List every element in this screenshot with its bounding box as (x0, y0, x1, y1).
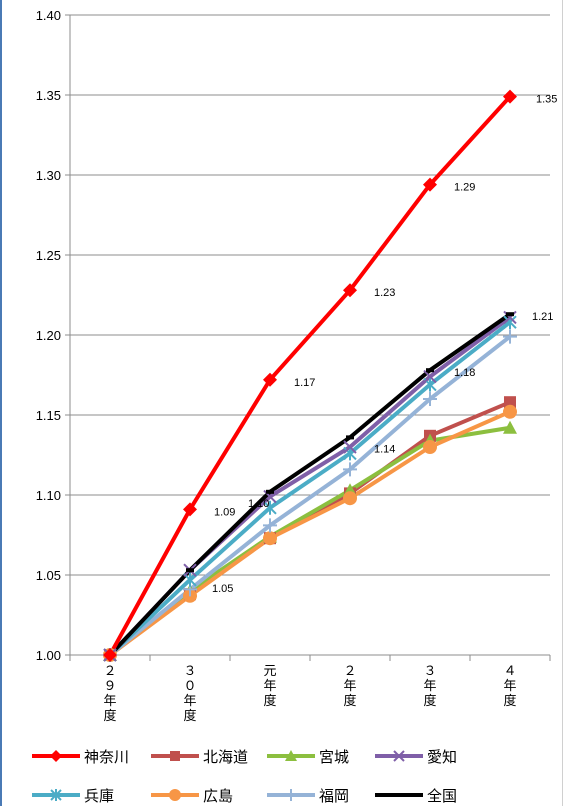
y-tick-label: 1.10 (36, 488, 61, 503)
y-tick-label: 1.25 (36, 248, 61, 263)
legend-swatch-marker (170, 751, 180, 761)
point-6-3 (343, 462, 357, 477)
point-4-1 (183, 572, 197, 587)
data-label: 1.09 (214, 506, 235, 518)
data-labels: 1.09 1.17 1.23 1.29 1.35 1.05 1.10 1.14 1.18 1.21 (212, 94, 557, 596)
legend-label: 北海道 (203, 748, 248, 766)
y-tick-label: 1.20 (36, 328, 61, 343)
series-lines (108, 95, 512, 657)
point-5-2 (263, 531, 277, 546)
legend-label: 福岡 (319, 787, 349, 805)
legend-label: 広島 (203, 787, 233, 805)
point-7-1 (186, 568, 194, 573)
point-5-3 (343, 491, 357, 506)
data-label: 1.17 (294, 377, 315, 389)
point-0-5 (503, 89, 517, 104)
series-line-7 (108, 312, 512, 657)
legend-swatch-marker (393, 750, 405, 762)
point-0-3 (343, 283, 357, 298)
series-line-6 (108, 335, 512, 657)
series-line-0 (108, 95, 512, 656)
point-6-2 (263, 518, 277, 533)
point-1-5 (504, 396, 516, 409)
point-0-4 (423, 177, 437, 192)
x-tick-label: ２年度 (343, 663, 356, 708)
data-label: 1.10 (248, 498, 269, 510)
legend-swatch-marker (285, 750, 297, 761)
data-label: 1.29 (454, 182, 475, 194)
data-label: 1.35 (536, 94, 557, 106)
legend-label: 神奈川 (84, 748, 129, 766)
x-tick-label: ２９年度 (103, 663, 116, 723)
point-3-4 (423, 369, 437, 384)
point-3-3 (343, 440, 357, 454)
y-tick-label: 1.40 (36, 8, 61, 23)
point-7-5 (506, 312, 514, 317)
y-tick-label: 1.30 (36, 168, 61, 183)
legend-swatch-marker (169, 789, 181, 801)
series-line-2 (108, 425, 511, 657)
point-2-5 (503, 420, 517, 434)
x-tick-label: ３０年度 (183, 663, 196, 723)
y-axis-ticks: 1.00 1.05 1.10 1.15 1.20 1.25 1.30 1.35 1.40 (36, 8, 70, 663)
y-tick-label: 1.35 (36, 88, 61, 103)
legend-swatch-marker (395, 793, 403, 797)
point-5-4 (423, 440, 437, 454)
data-label: 1.23 (374, 287, 395, 299)
data-label: 1.21 (532, 311, 553, 323)
series-line-4 (108, 320, 512, 657)
x-tick-label: 元年度 (263, 663, 276, 708)
point-4-2 (263, 500, 277, 515)
y-tick-label: 1.15 (36, 408, 61, 423)
y-tick-label: 1.05 (36, 568, 61, 583)
y-tick-label: 1.00 (36, 648, 61, 663)
legend-label: 全国 (427, 787, 457, 805)
point-0-1 (183, 502, 197, 517)
legend-label: 宮城 (319, 748, 349, 766)
point-7-3 (346, 435, 354, 440)
point-7-2 (266, 489, 274, 494)
point-6-4 (423, 392, 437, 406)
legend-label: 兵庫 (84, 787, 114, 805)
data-label: 1.05 (212, 583, 233, 595)
point-0-2 (263, 372, 277, 387)
point-7-4 (426, 368, 434, 373)
point-6-5 (503, 329, 517, 344)
legend-swatch-marker (285, 789, 297, 801)
legend-swatch-marker (50, 750, 62, 762)
point-4-3 (343, 446, 357, 461)
x-tick-label: ３年度 (423, 663, 436, 708)
point-5-5 (503, 404, 517, 419)
point-0-0 (103, 648, 117, 662)
x-tick-label: ４年度 (503, 663, 516, 708)
series-markers (103, 89, 517, 662)
data-label: 1.14 (374, 443, 395, 455)
legend-swatch-marker (50, 789, 62, 801)
legend-label: 愛知 (427, 748, 457, 766)
series-line-5 (108, 409, 511, 657)
x-axis-ticks: ２９年度 ３０年度 元年度 ２年度 ３年度 ４年度 (69, 655, 551, 723)
data-label: 1.18 (454, 367, 475, 379)
